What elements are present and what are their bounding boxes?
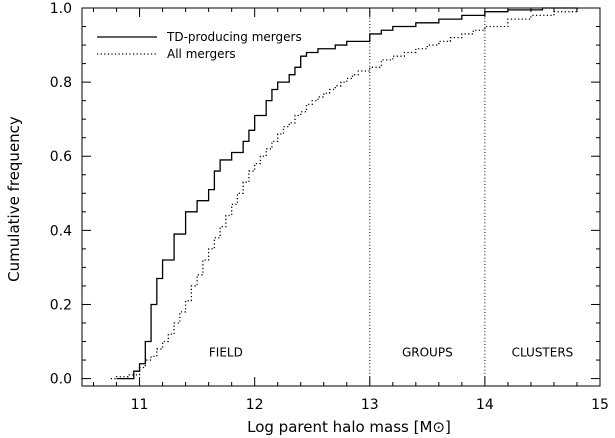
x-tick-label: 15: [591, 397, 609, 413]
plot-frame: [81, 7, 601, 387]
y-tick-label: 0.2: [50, 297, 72, 313]
x-axis-label: Log parent halo mass [M⊙]: [247, 418, 451, 436]
region-label: FIELD: [209, 346, 243, 360]
x-tick-label: 11: [131, 397, 149, 413]
y-tick-label: 0.6: [50, 149, 72, 165]
legend: TD-producing mergers All mergers: [97, 30, 302, 61]
x-tick-label: 14: [476, 397, 494, 413]
series-layer: [110, 7, 578, 380]
ticks-layer: 11 12 13 14 15 0.0 0.2 0.4 0.6 0.8 1.0: [50, 1, 609, 413]
series-line-td-producing: [116, 7, 577, 380]
series-line-all-mergers: [110, 8, 578, 380]
x-tick-label: 12: [246, 397, 264, 413]
region-label: GROUPS: [402, 346, 453, 360]
region-divider-lines: [369, 8, 486, 386]
x-tick-label: 13: [361, 397, 379, 413]
y-tick-label: 0.8: [50, 75, 72, 91]
y-tick-label: 0.0: [50, 372, 72, 388]
region-label: CLUSTERS: [512, 346, 574, 360]
y-tick-label: 0.4: [50, 223, 72, 239]
region-labels: FIELD GROUPS CLUSTERS: [209, 346, 573, 360]
y-tick-label: 1.0: [50, 1, 72, 17]
legend-label-all-mergers: All mergers: [167, 47, 236, 61]
y-axis-label: Cumulative frequency: [5, 116, 23, 282]
legend-label-td-producing: TD-producing mergers: [166, 30, 302, 44]
